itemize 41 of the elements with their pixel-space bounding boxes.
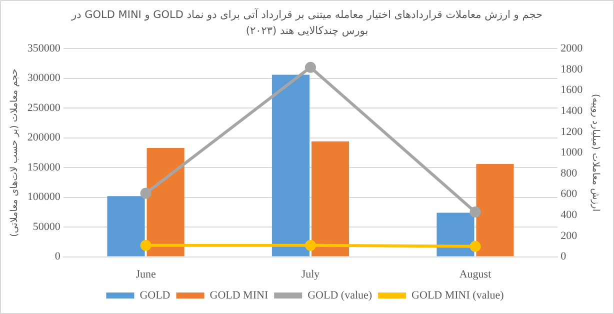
chart-title: حجم و ارزش معاملات قراردادهای اختیار معامله میتنی بر قرارداد آتی برای دو نماد GOLD و GOLD MINI در بورس چندکالایی هند (۲۰۲۳) xyxy=(70,7,544,39)
y-tick-label: 50000 xyxy=(32,220,61,233)
y2-tick-label: 1800 xyxy=(560,63,584,76)
point xyxy=(140,240,152,251)
y-tick-label: 0 xyxy=(54,250,61,263)
point xyxy=(470,206,481,218)
y-tick-label: 100000 xyxy=(27,191,61,204)
y2-tick-label: 200 xyxy=(560,230,578,242)
point xyxy=(305,240,316,251)
point xyxy=(140,188,152,199)
legend-label: GOLD MINI (value) xyxy=(412,289,504,302)
legend-label: GOLD (value) xyxy=(308,289,372,302)
y2-tick-label: 2000 xyxy=(560,42,584,54)
y2-tick-label: 0 xyxy=(560,250,567,263)
y2-tick-label: 1000 xyxy=(560,146,584,159)
bar xyxy=(272,74,310,256)
bar xyxy=(476,164,514,256)
y-tick-label: 350000 xyxy=(27,42,61,54)
y2-axis-title: ارزش معاملات (میلیارد روپیه) xyxy=(590,94,601,212)
y2-tick-label: 1600 xyxy=(560,84,584,96)
bar xyxy=(146,148,184,256)
y2-tick-label: 1400 xyxy=(560,104,584,117)
legend-label: GOLD MINI xyxy=(210,289,268,302)
x-tick-label: June xyxy=(136,268,156,280)
y-axis-title: حجم معاملات (بر حسب لات‌های معاملاتی) xyxy=(9,68,20,237)
y2-tick-label: 800 xyxy=(560,167,578,180)
bar xyxy=(311,141,350,256)
y2-tick-label: 1200 xyxy=(560,126,584,138)
y-tick-label: 200000 xyxy=(27,132,61,144)
legend-label: GOLD xyxy=(140,289,170,302)
bar xyxy=(436,212,474,256)
y2-tick-label: 400 xyxy=(560,209,578,222)
y-tick-label: 300000 xyxy=(27,72,61,84)
point xyxy=(470,240,481,252)
x-tick-label: July xyxy=(301,268,320,280)
x-tick-label: August xyxy=(459,268,492,280)
point xyxy=(305,62,316,73)
bar xyxy=(107,196,145,256)
y-tick-label: 250000 xyxy=(27,102,61,114)
y2-tick-label: 600 xyxy=(560,188,578,200)
y-tick-label: 150000 xyxy=(27,161,61,174)
